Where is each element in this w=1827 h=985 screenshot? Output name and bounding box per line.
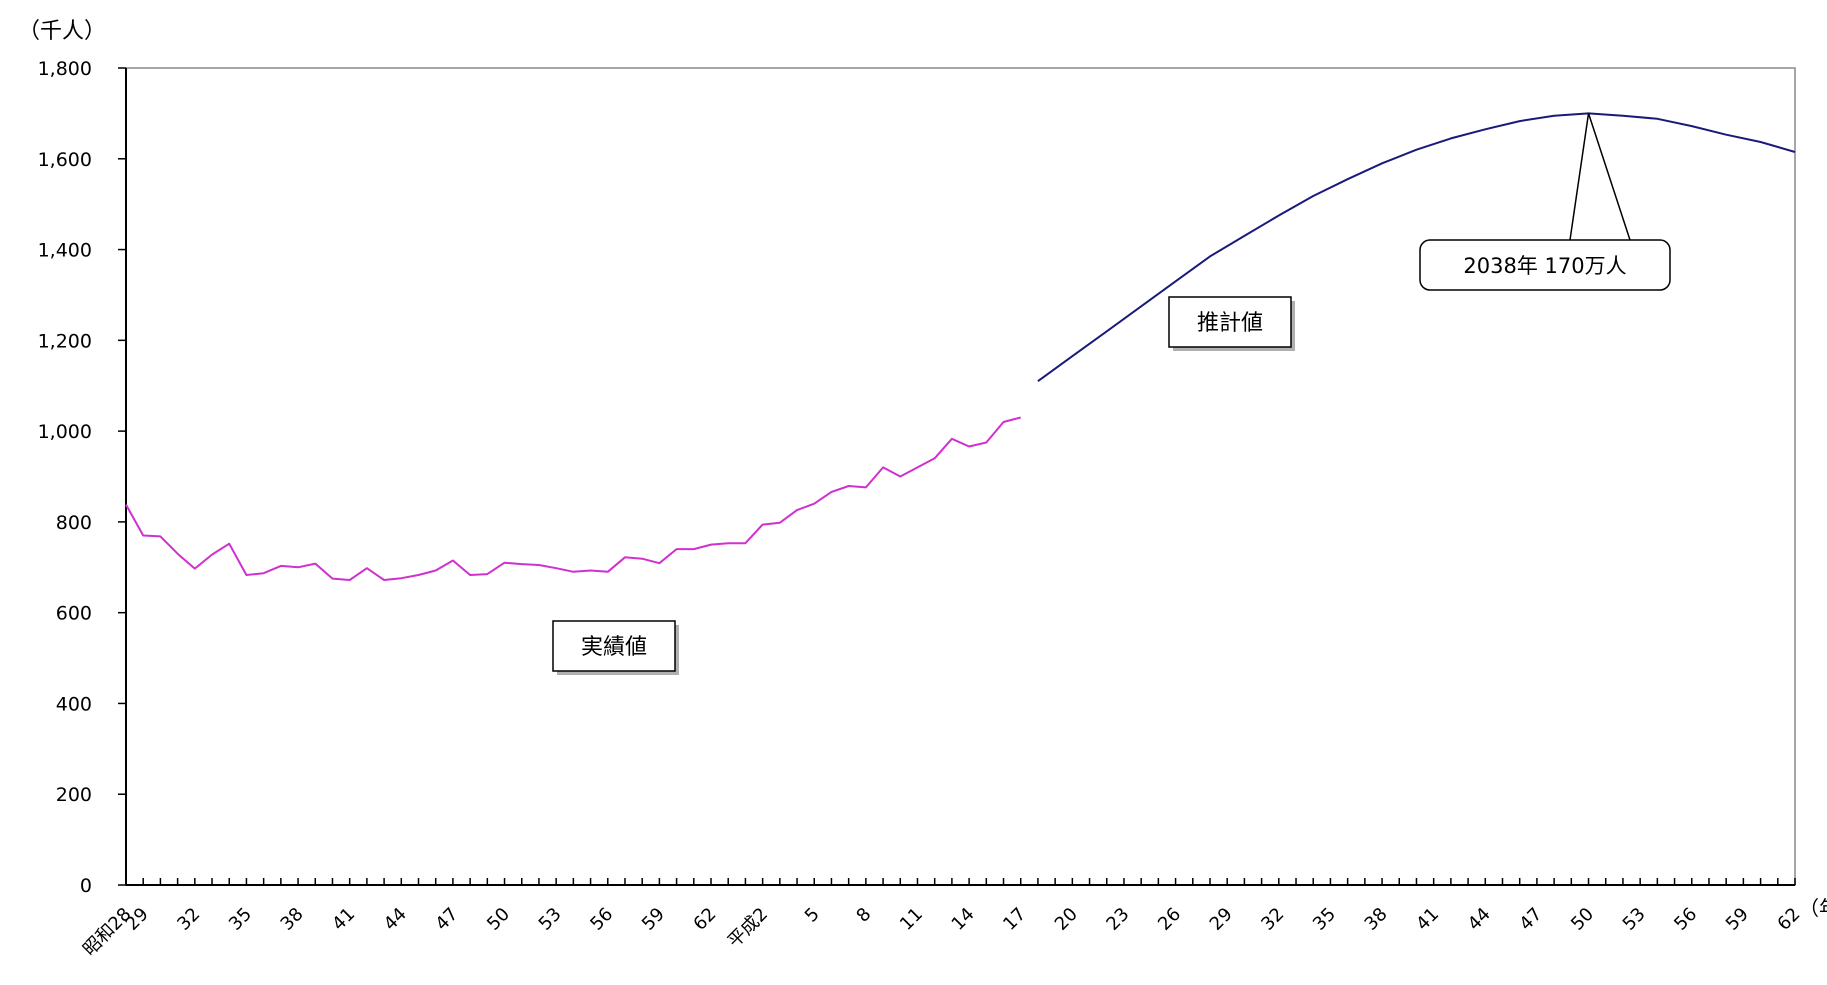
y-tick-label: 1,200 [38,330,92,352]
y-unit-label: （千人） [18,19,106,44]
annotation-actual: 実績値 [581,635,647,660]
annotation-peak: 2038年 170万人 [1463,254,1626,278]
annotation-layer: 実績値 推計値 2038年 170万人 [552,113,1671,675]
y-tick-label: 600 [56,603,92,625]
y-tick-label: 1,800 [38,58,92,80]
y-tick-label: 0 [80,875,92,897]
annotation-projection: 推計値 [1197,311,1263,336]
y-tick-label: 200 [56,784,92,806]
y-tick-label: 1,600 [38,149,92,171]
y-tick-label: 400 [56,693,92,715]
series-line-projection [1037,112,1796,383]
y-tick-label: 800 [56,512,92,534]
annotation-projection-box [1168,296,1292,348]
y-tick-label: 1,000 [38,421,92,443]
series-layer [125,112,1796,581]
annotation-actual-box [552,620,676,672]
callout-pointer [1569,113,1631,241]
series-line-actual [125,416,1021,581]
x-unit-label: （年） [1799,896,1827,920]
y-tick-label: 1,400 [38,240,92,262]
y-axis: 0 200 400 600 800 1,000 1,200 1,400 1,600 1,800 [38,58,127,897]
callout-box [1419,239,1671,291]
